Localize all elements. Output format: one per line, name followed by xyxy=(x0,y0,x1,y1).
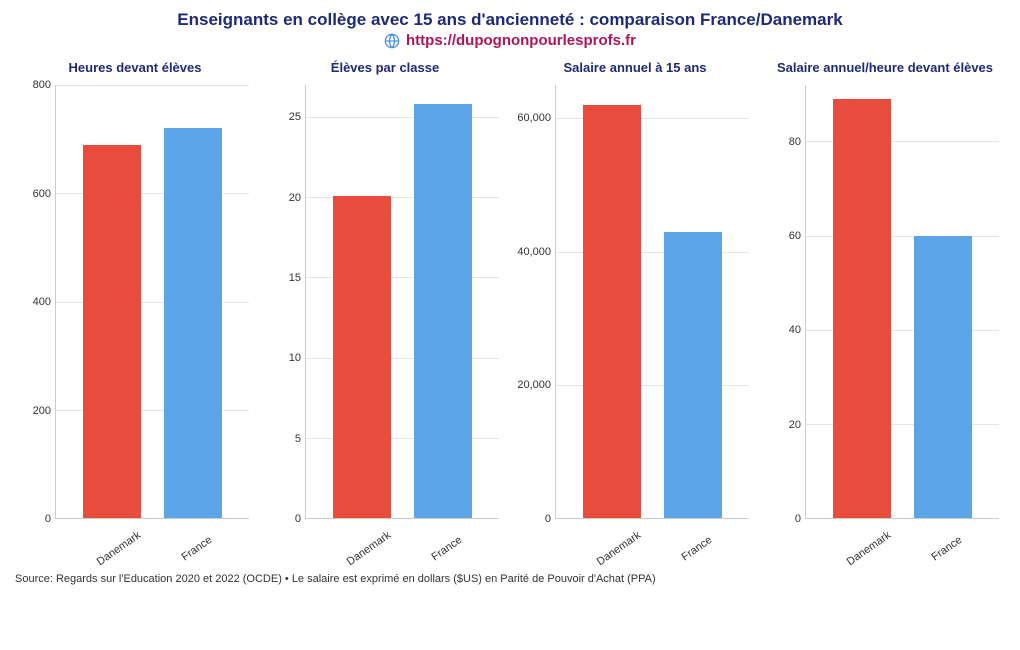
panel-title: Heures devant élèves xyxy=(69,57,202,79)
header: Enseignants en collège avec 15 ans d'anc… xyxy=(15,10,1005,49)
y-tick-label: 5 xyxy=(251,433,301,445)
bar xyxy=(414,104,472,518)
y-tick-label: 20 xyxy=(751,419,801,431)
main-title: Enseignants en collège avec 15 ans d'anc… xyxy=(15,10,1005,30)
chart-area: 020406080DanemarkFrance xyxy=(765,79,1005,559)
chart-panel: Salaire annuel à 15 ans020,00040,00060,0… xyxy=(515,57,755,559)
chart-area: 0510152025DanemarkFrance xyxy=(265,79,505,559)
y-tick-label: 0 xyxy=(251,513,301,525)
subtitle-row: https://dupognonpourlesprofs.fr xyxy=(15,32,1005,49)
bar xyxy=(664,232,722,518)
charts-row: Heures devant élèves0200400600800Danemar… xyxy=(15,57,1005,559)
bar xyxy=(833,99,891,518)
chart-area: 0200400600800DanemarkFrance xyxy=(15,79,255,559)
x-labels: DanemarkFrance xyxy=(555,521,749,559)
source-link[interactable]: https://dupognonpourlesprofs.fr xyxy=(406,32,636,49)
y-tick-label: 600 xyxy=(1,188,51,200)
y-tick-label: 80 xyxy=(751,136,801,148)
y-tick-label: 0 xyxy=(751,513,801,525)
y-tick-label: 60,000 xyxy=(501,112,551,124)
panel-title: Élèves par classe xyxy=(331,57,439,79)
bar xyxy=(83,145,141,518)
y-tick-label: 20 xyxy=(251,192,301,204)
y-tick-label: 40 xyxy=(751,324,801,336)
bar xyxy=(914,236,972,518)
y-tick-label: 0 xyxy=(501,513,551,525)
x-labels: DanemarkFrance xyxy=(55,521,249,559)
bars-container xyxy=(56,85,249,518)
y-tick-label: 800 xyxy=(1,79,51,91)
panel-title: Salaire annuel à 15 ans xyxy=(563,57,706,79)
plot xyxy=(805,85,999,519)
plot xyxy=(305,85,499,519)
bars-container xyxy=(556,85,749,518)
plot xyxy=(55,85,249,519)
y-tick-label: 20,000 xyxy=(501,379,551,391)
chart-area: 020,00040,00060,000DanemarkFrance xyxy=(515,79,755,559)
bars-container xyxy=(806,85,999,518)
chart-panel: Élèves par classe0510152025DanemarkFranc… xyxy=(265,57,505,559)
bar xyxy=(583,105,641,518)
y-tick-label: 400 xyxy=(1,296,51,308)
bars-container xyxy=(306,85,499,518)
y-tick-label: 10 xyxy=(251,352,301,364)
x-labels: DanemarkFrance xyxy=(305,521,499,559)
bar xyxy=(164,128,222,518)
panel-title: Salaire annuel/heure devant élèves xyxy=(777,57,993,79)
y-tick-label: 25 xyxy=(251,111,301,123)
y-tick-label: 15 xyxy=(251,272,301,284)
plot xyxy=(555,85,749,519)
y-tick-label: 60 xyxy=(751,230,801,242)
globe-icon xyxy=(384,33,400,49)
bar xyxy=(333,196,391,518)
y-tick-label: 0 xyxy=(1,513,51,525)
chart-panel: Salaire annuel/heure devant élèves020406… xyxy=(765,57,1005,559)
chart-panel: Heures devant élèves0200400600800Danemar… xyxy=(15,57,255,559)
y-tick-label: 40,000 xyxy=(501,246,551,258)
x-labels: DanemarkFrance xyxy=(805,521,999,559)
y-tick-label: 200 xyxy=(1,405,51,417)
